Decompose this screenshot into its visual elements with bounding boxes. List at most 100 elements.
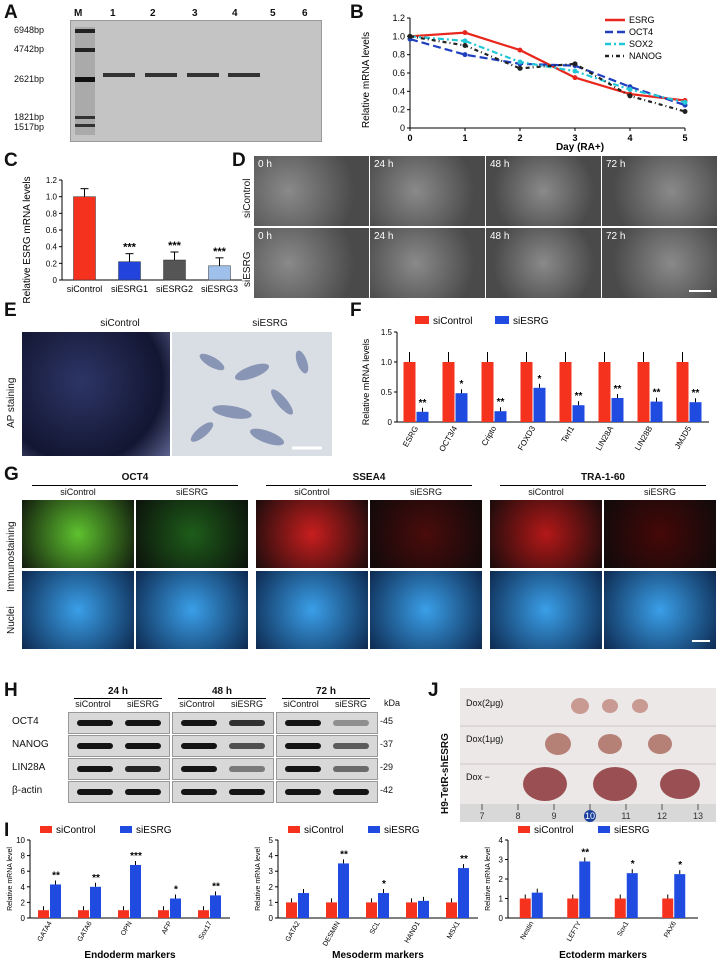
h-band [77, 789, 113, 795]
chart-b-ytick-label: 1.2 [392, 13, 405, 23]
chart-c-significance: *** [168, 240, 182, 252]
chart-i-significance: ** [581, 847, 589, 858]
chart-i-bar [90, 886, 101, 918]
chart-f-ytick-label: 0 [388, 418, 393, 427]
chart-c: 0 0.2 0.4 0.6 0.8 1.0 1.2 siControl *** siESRG1 **… [22, 176, 242, 304]
chart-f-significance: * [460, 379, 464, 390]
chart-i-bar [286, 902, 297, 918]
h-col-label: siControl [179, 699, 215, 709]
d-micrograph-sicontrol-1: 24 h [370, 156, 485, 226]
g-col-label: siControl [294, 487, 330, 497]
d-time-label: 0 h [258, 231, 272, 242]
panel-d-letter: D [232, 150, 246, 171]
chart-f-significance: ** [614, 384, 622, 395]
h-band [181, 766, 217, 772]
j-ruler-highlight [584, 810, 596, 822]
chart-f-bar [533, 387, 546, 422]
h-protein-label: β-actin [12, 785, 43, 796]
h-blot-strip [172, 758, 274, 780]
h-kda-value: -29 [380, 762, 394, 772]
chart-i-xtick-label: Sox1 [616, 920, 630, 937]
d-time-label: 72 h [606, 159, 626, 170]
chart-c-xtick-label: siESRG1 [111, 284, 148, 294]
chart-b-point [462, 30, 468, 36]
j-tumor [571, 698, 589, 714]
j-tumor [632, 699, 648, 713]
j-tumor [523, 767, 567, 801]
chart-i-legend-swatch [598, 826, 610, 833]
gel-lane-1: 1 [110, 8, 116, 19]
h-band [285, 743, 321, 749]
chart-c-xtick-label: siESRG3 [201, 284, 238, 294]
d-time-label: 72 h [606, 231, 626, 242]
chart-f-xtick-label: LIN28A [594, 424, 615, 452]
chart-f-significance: * [538, 374, 542, 385]
chart-b-ylabel: Relative mRNA levels [361, 32, 372, 128]
h-band [333, 789, 369, 795]
chart-f-ylabel: Relative mRNA levels [361, 338, 371, 425]
h-band [229, 789, 265, 795]
chart-f-significance: ** [653, 388, 661, 399]
gel-ladder-label: M [74, 8, 83, 19]
chart-i-bar [50, 884, 61, 918]
d-micrograph-siesrg-1: 24 h [370, 228, 485, 298]
d-time-label: 24 h [374, 159, 394, 170]
chart-i-xtick-label: AFP [161, 920, 174, 936]
chart-i-legend-swatch [518, 826, 530, 833]
chart-b-point [682, 109, 688, 114]
chart-c-bar-siesrg2 [163, 259, 186, 281]
chart-i-significance: ** [92, 873, 100, 884]
g-marker-underline [500, 485, 706, 486]
g-nuclei-tra-1-60-sicontrol [490, 571, 602, 649]
gel-lane-2: 2 [150, 8, 156, 19]
h-blot-strip [68, 735, 170, 757]
j-tumor [602, 699, 618, 713]
chart-i-ytick-label: 3 [499, 856, 504, 865]
chart-i-ytick-label: 2 [21, 898, 26, 907]
chart-f-ytick-label: 1.5 [381, 328, 393, 337]
h-band [125, 766, 161, 772]
h-col-label: siESRG [126, 699, 159, 709]
e-image-siesrg [172, 332, 332, 456]
chart-f-bar [481, 362, 494, 422]
chart-i-bar [170, 898, 181, 918]
d-micrograph-grid: 0 h 24 h 48 h 72 h 0 h 24 h 48 h 72 h [254, 156, 717, 298]
chart-i-legend-label: siControl [534, 825, 573, 836]
chart-f-bar [416, 411, 429, 422]
scale-bar [689, 290, 711, 292]
h-blot-strip [276, 758, 378, 780]
chart-i-bar [198, 910, 209, 918]
chart-b-legend-label: ESRG [629, 15, 655, 25]
j-ruler-label: 8 [515, 811, 520, 821]
j-ruler-label: 12 [657, 811, 667, 821]
chart-b-point [517, 47, 523, 53]
chart-i-significance: * [631, 859, 635, 870]
chart-c-bar-sicontrol [73, 196, 96, 281]
chart-f-ytick-label: 0.5 [381, 388, 393, 397]
h-col-label: siControl [75, 699, 111, 709]
chart-f-bar [676, 362, 689, 422]
chart-i-bar [531, 892, 543, 918]
marker-1517: 1517bp [14, 122, 45, 132]
g-col-label: siESRG [175, 487, 208, 497]
chart-i-xtick-label: SCL [369, 920, 382, 935]
chart-b-ytick-label: 0.8 [392, 50, 405, 60]
g-nuclei-oct4-siesrg [136, 571, 248, 649]
h-band [125, 789, 161, 795]
chart-b-ytick-label: 0.6 [392, 68, 405, 78]
chart-b-point [462, 52, 468, 58]
j-tumor [598, 734, 622, 754]
h-protein-label: OCT4 [12, 716, 39, 727]
chart-f-legend-label: siESRG [513, 316, 549, 327]
chart-i-ytick-label: 4 [269, 852, 274, 861]
j-ruler-label: 7 [479, 811, 484, 821]
chart-i-bar [130, 864, 141, 918]
panel-c-letter: C [4, 150, 18, 171]
chart-i-bar [158, 910, 169, 918]
chart-i-ytick-label: 5 [269, 836, 274, 845]
chart-f-bar [637, 362, 650, 422]
chart-i-bar [662, 898, 674, 918]
chart-f-bar [520, 362, 533, 422]
chart-b-ytick-label: 0.4 [392, 86, 405, 96]
chart-f-xtick-label: Cripto [480, 424, 499, 447]
